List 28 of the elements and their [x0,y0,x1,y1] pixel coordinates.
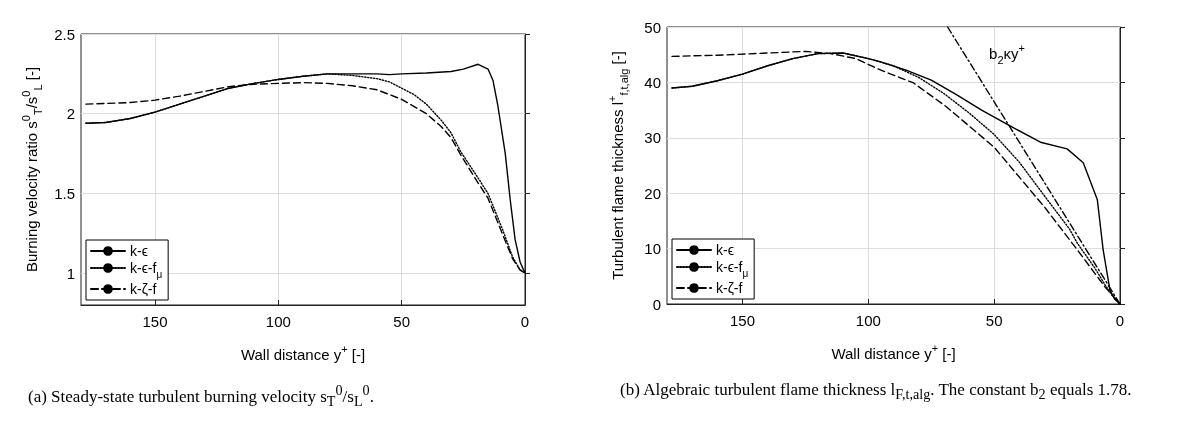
y-tick-label: 20 [644,184,661,202]
x-tick-label: 50 [985,312,1003,329]
x-tick-label: 150 [142,313,168,330]
y-tick-label: 50 [644,18,661,36]
y-tick-label: 1 [66,264,75,282]
x-tick-label: 150 [729,312,756,329]
text: (a) Steady-state turbulent burning velocity s$_{T}$$^{0}$/s$_{L}$$^{0}$. [28,381,375,412]
legend-label: k-ζ-f [130,281,157,297]
x-tick-label: 0 [1115,312,1125,329]
text: (b) Algebraic turbulent flame thickness l$_{F,t,alg}$. The constant b$_{2}$ equals 1.78. [620,379,1133,405]
y-tick-label: 10 [644,240,661,258]
x-tick-label: 0 [520,313,530,330]
x-tick-label: 50 [393,313,411,330]
y-tick-label: 40 [644,73,661,91]
y-tick-label: 1.5 [54,184,75,202]
x-tick-label: 100 [265,313,291,330]
y-axis-title: Turbulent flame thickness l+f,t,alg [-] [605,51,630,280]
x-axis-title: Wall distance y+ [-] [240,342,366,363]
legend-label: k-ζ-f [716,280,743,296]
y-tick-label: 2 [66,105,75,123]
y-tick-label: 2.5 [54,25,75,43]
x-axis-title: Wall distance y+ [-] [831,341,956,362]
x-tick-label: 100 [855,312,881,329]
y-axis-title: Burning velocity ratio s0T/s0L [-] [19,66,44,273]
y-tick-label: 30 [644,129,661,147]
y-tick-label: 0 [652,295,661,313]
legend-label: k-ϵ [130,243,148,259]
legend-label: k-ϵ [716,242,734,258]
